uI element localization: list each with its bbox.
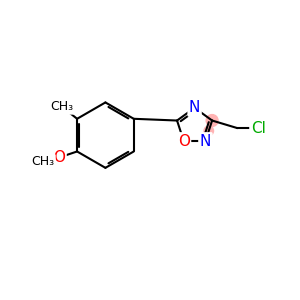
Text: CH₃: CH₃ (51, 100, 74, 113)
Text: O: O (53, 150, 65, 165)
Circle shape (204, 126, 214, 136)
Text: O: O (178, 134, 190, 148)
Text: Cl: Cl (251, 121, 266, 136)
Text: N: N (189, 100, 200, 115)
Circle shape (200, 135, 211, 147)
Text: CH₃: CH₃ (32, 155, 55, 168)
Text: N: N (200, 134, 211, 148)
Circle shape (206, 115, 218, 127)
